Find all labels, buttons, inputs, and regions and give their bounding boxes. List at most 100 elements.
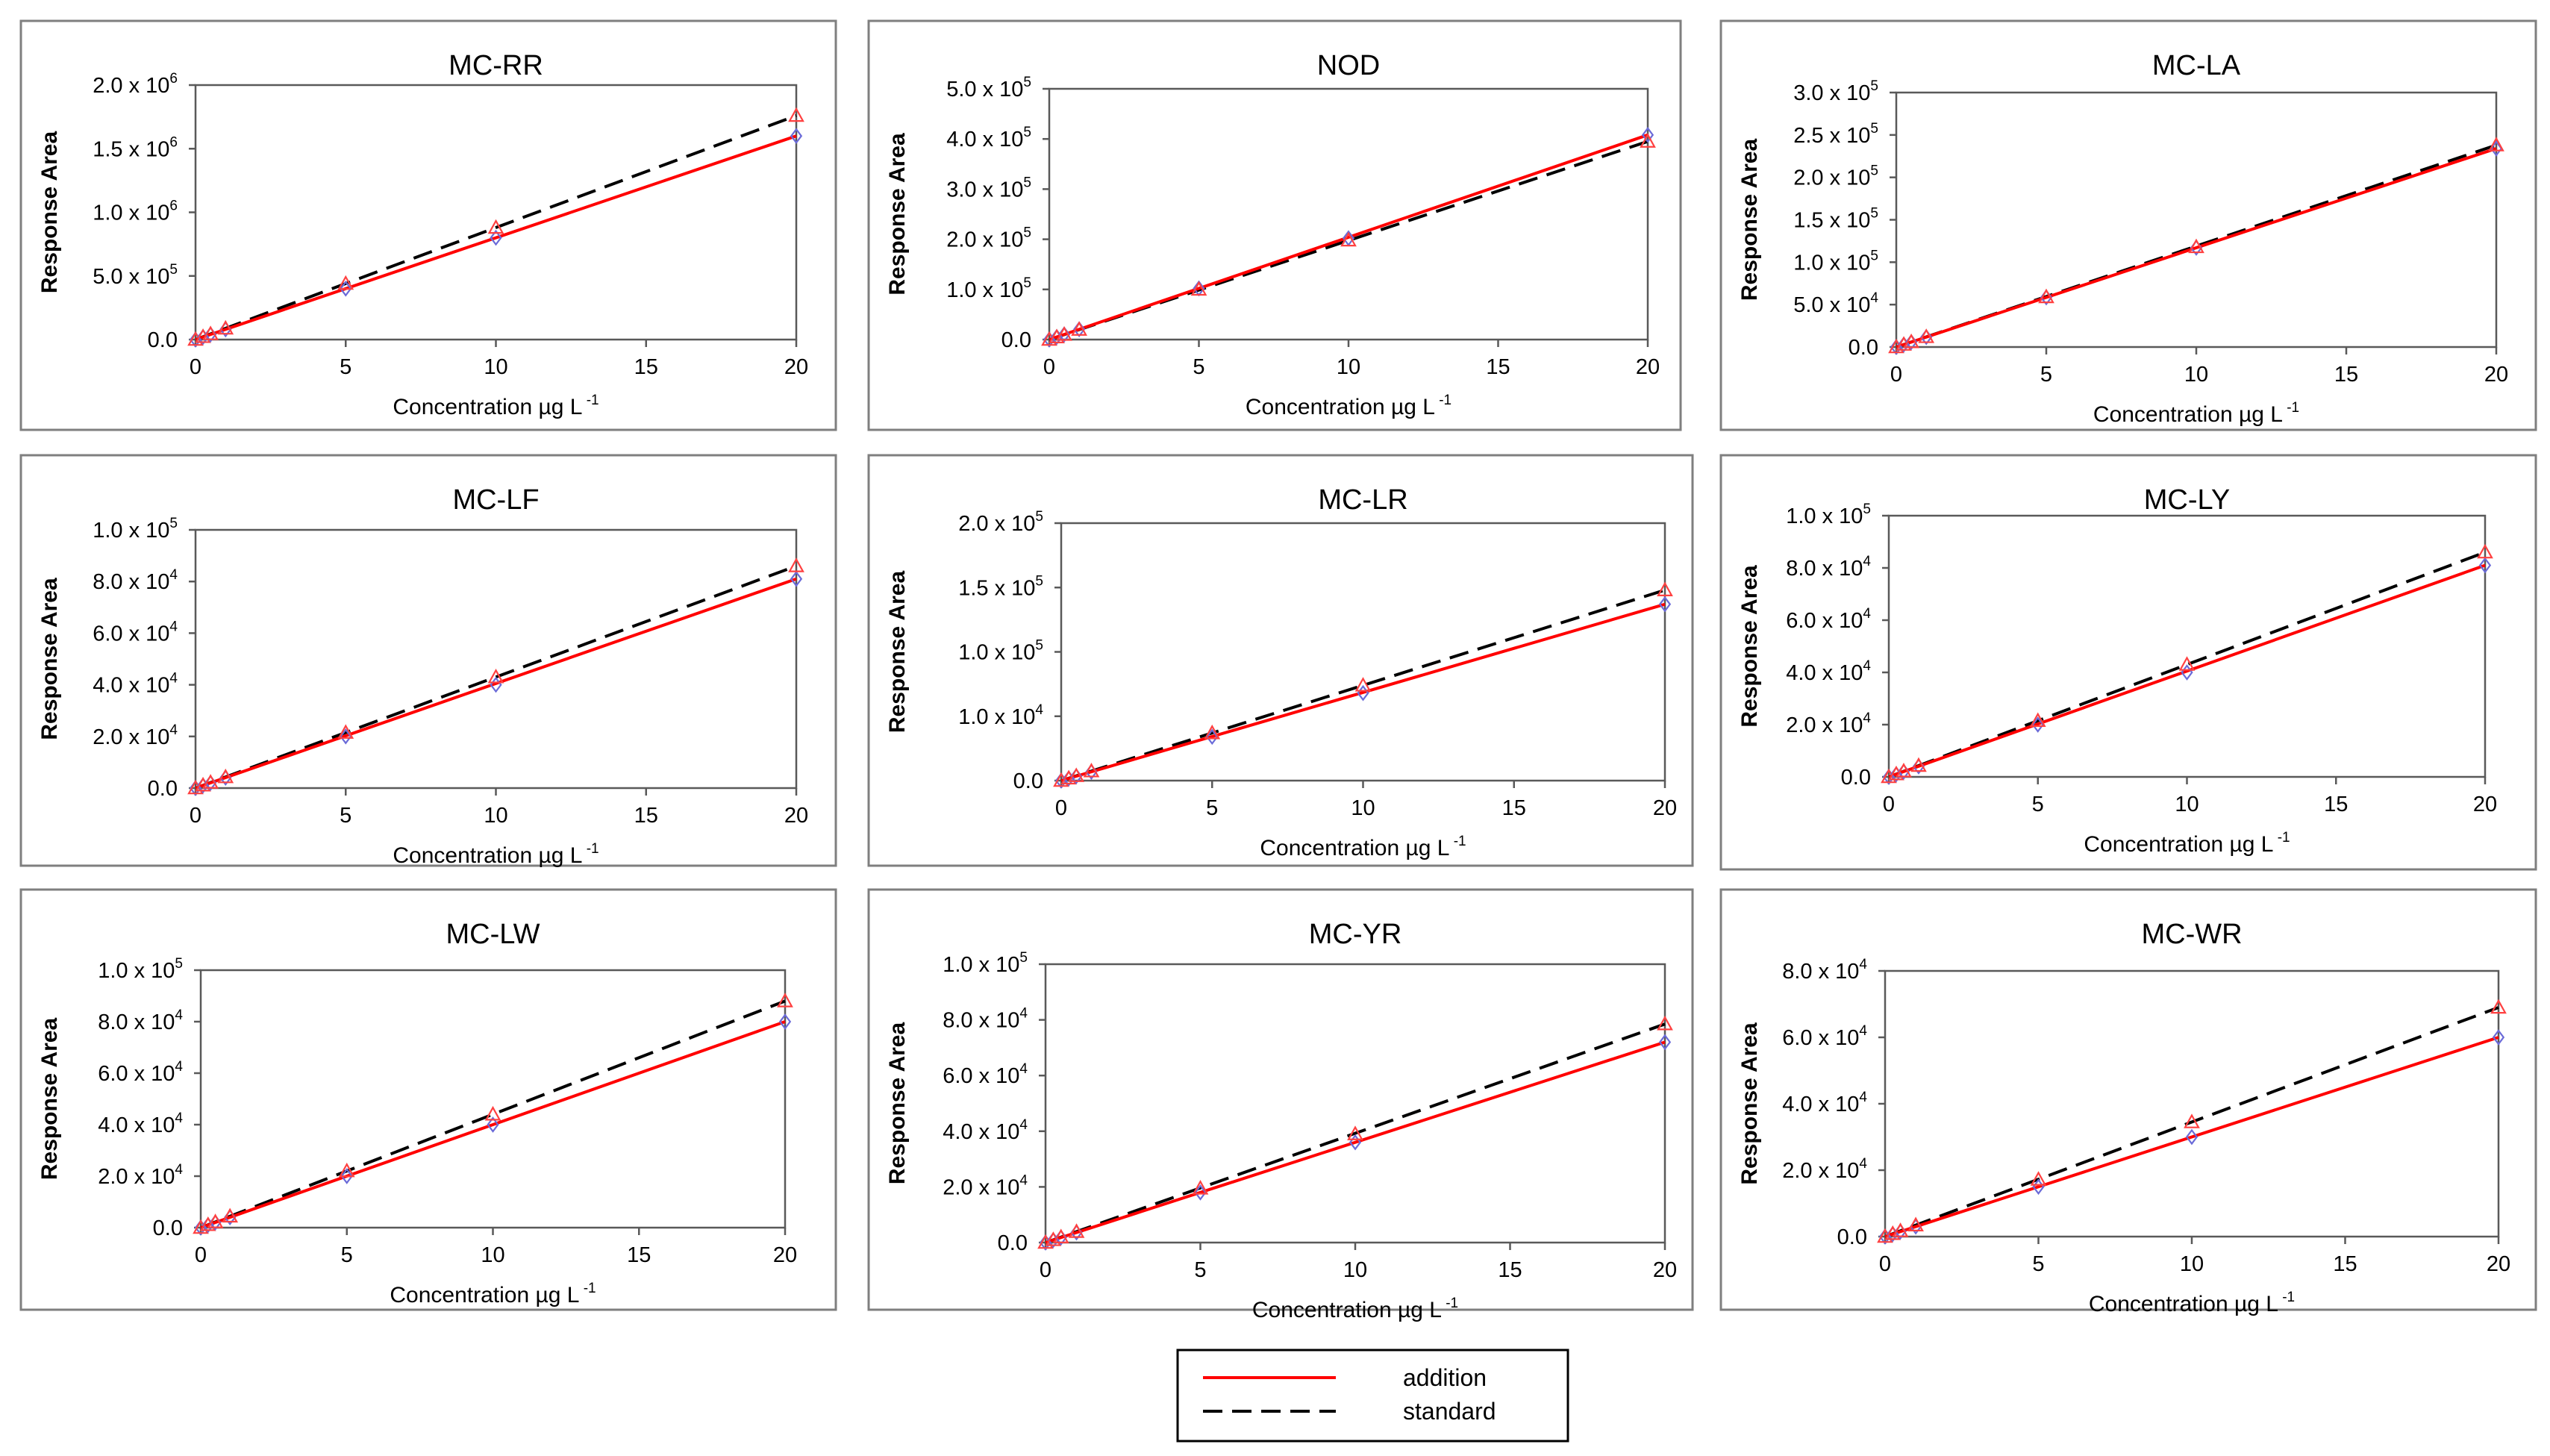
x-tick-label: 0 — [1879, 1252, 1891, 1276]
x-tick-label: 20 — [1653, 1258, 1677, 1282]
data-point-standard — [1072, 321, 1086, 338]
data-point-standard — [340, 1168, 353, 1184]
x-axis-label: Concentration µg L -1 — [2093, 400, 2299, 427]
x-tick-label: 5 — [2032, 1252, 2044, 1276]
x-tick-label: 15 — [2333, 1252, 2357, 1276]
data-point-addition — [1640, 133, 1656, 148]
data-point-standard — [1658, 1034, 1672, 1051]
y-tick-label: 1.0 x 105 — [93, 516, 178, 543]
data-point-standard — [487, 1116, 499, 1133]
data-point-addition — [484, 1105, 501, 1121]
y-tick-label-base: 0.0 — [998, 1231, 1028, 1255]
y-tick-label-exponent: 5 — [1035, 638, 1043, 654]
y-tick-label-base: 0.0 — [1001, 328, 1031, 352]
y-tick-label-exponent: 5 — [1863, 502, 1871, 517]
x-tick-label: 15 — [627, 1243, 651, 1267]
data-point-standard — [2185, 1128, 2199, 1146]
x-tick-label: 5 — [2040, 363, 2052, 387]
y-tick-label-exponent: 5 — [175, 956, 183, 972]
series-line-addition — [195, 577, 797, 790]
y-axis-label: Response Area — [885, 1022, 910, 1185]
y-tick-label-base: 8.0 x 10 — [1782, 960, 1859, 984]
chart-title: MC-LW — [446, 919, 540, 950]
y-tick-label-base: 8.0 x 10 — [98, 1010, 175, 1034]
y-tick-label: 6.0 x 104 — [1782, 1023, 1867, 1050]
y-tick-label-base: 1.0 x 10 — [1786, 504, 1863, 528]
y-tick-label-exponent: 6 — [169, 199, 178, 214]
data-point-addition — [1657, 1015, 1673, 1031]
y-tick-label: 2.0 x 104 — [1786, 710, 1871, 737]
y-tick-label: 2.0 x 105 — [958, 509, 1043, 536]
y-tick-label-exponent: 4 — [169, 567, 178, 583]
y-tick-label-base: 2.5 x 10 — [1793, 124, 1870, 148]
data-point-addition — [1083, 762, 1100, 778]
y-tick-label-exponent: 5 — [1870, 248, 1878, 263]
x-axis-label-text: Concentration µg L — [2084, 832, 2273, 857]
y-tick-label-base: 1.0 x 10 — [1793, 251, 1870, 275]
y-tick-label-base: 6.0 x 10 — [1786, 609, 1863, 633]
data-point-addition — [2488, 137, 2504, 151]
series-line-addition — [1888, 563, 2486, 778]
y-tick-label-base: 4.0 x 10 — [946, 128, 1023, 151]
y-tick-label-base: 2.0 x 10 — [946, 228, 1023, 252]
y-axis-label: Response Area — [37, 578, 62, 740]
y-tick-label-exponent: 5 — [1023, 125, 1031, 140]
y-tick-label: 2.0 x 104 — [98, 1162, 183, 1189]
y-tick-label-base: 1.0 x 10 — [958, 705, 1035, 729]
x-axis-label: Concentration µg L -1 — [2089, 1290, 2295, 1316]
x-axis-label-exponent: -1 — [582, 393, 599, 408]
x-axis-label: Concentration µg L -1 — [2084, 830, 2290, 857]
data-point-standard — [790, 570, 803, 587]
y-axis-label: Response Area — [885, 571, 910, 734]
y-tick-label-base: 0.0 — [1849, 336, 1878, 360]
y-tick-label-exponent: 4 — [1019, 1172, 1028, 1188]
data-point-addition — [1918, 328, 1935, 343]
x-axis-label: Concentration µg L -1 — [393, 841, 599, 868]
y-tick-label-base: 2.0 x 10 — [93, 74, 169, 98]
chart-title: MC-YR — [1309, 919, 1402, 950]
x-tick-label: 5 — [1194, 1258, 1206, 1282]
y-tick-label: 1.0 x 105 — [1786, 502, 1871, 528]
x-tick-label: 15 — [634, 804, 658, 828]
y-tick-label-base: 1.5 x 10 — [958, 576, 1035, 600]
y-tick-label-base: 6.0 x 10 — [98, 1062, 175, 1086]
y-tick-label: 1.0 x 105 — [946, 275, 1031, 302]
y-tick-label: 3.0 x 105 — [1793, 78, 1878, 105]
y-tick-label: 6.0 x 104 — [93, 619, 178, 646]
data-point-standard — [1641, 126, 1654, 143]
series-line-standard — [195, 114, 797, 341]
series-line-standard — [1045, 1022, 1666, 1244]
y-tick-label: 5.0 x 105 — [93, 262, 178, 289]
y-tick-label-base: 2.0 x 10 — [93, 725, 169, 749]
y-tick-label-exponent: 4 — [169, 671, 178, 687]
y-tick-label-base: 3.0 x 10 — [1793, 81, 1870, 105]
series-line-addition — [195, 134, 797, 341]
y-tick-label-base: 0.0 — [1841, 766, 1871, 790]
y-tick-label: 4.0 x 104 — [1782, 1090, 1867, 1116]
chart-title: MC-RR — [449, 50, 543, 81]
data-point-addition — [207, 1213, 224, 1228]
y-tick-label-base: 5.0 x 10 — [946, 78, 1023, 101]
y-tick-label-base: 6.0 x 10 — [943, 1064, 1019, 1088]
y-tick-label-base: 1.0 x 10 — [93, 201, 169, 225]
x-axis-label-text: Concentration µg L — [1252, 1298, 1442, 1322]
data-point-addition — [217, 319, 234, 335]
data-point-addition — [2038, 288, 2054, 304]
data-point-addition — [1071, 321, 1087, 336]
x-tick-label: 10 — [2180, 1252, 2204, 1276]
data-point-standard — [2490, 140, 2503, 157]
y-tick-label-exponent: 4 — [1035, 702, 1043, 718]
data-point-standard — [790, 128, 803, 145]
y-tick-label-base: 1.0 x 10 — [98, 959, 175, 983]
y-tick-label: 0.0 — [1837, 1225, 1867, 1249]
data-point-addition — [1052, 1228, 1069, 1243]
x-axis-label-exponent: -1 — [579, 1281, 596, 1296]
y-axis-label: Response Area — [885, 133, 910, 296]
y-tick-label-base: 4.0 x 10 — [1786, 661, 1863, 685]
panel-frame — [19, 19, 837, 431]
data-point-addition — [777, 993, 793, 1007]
